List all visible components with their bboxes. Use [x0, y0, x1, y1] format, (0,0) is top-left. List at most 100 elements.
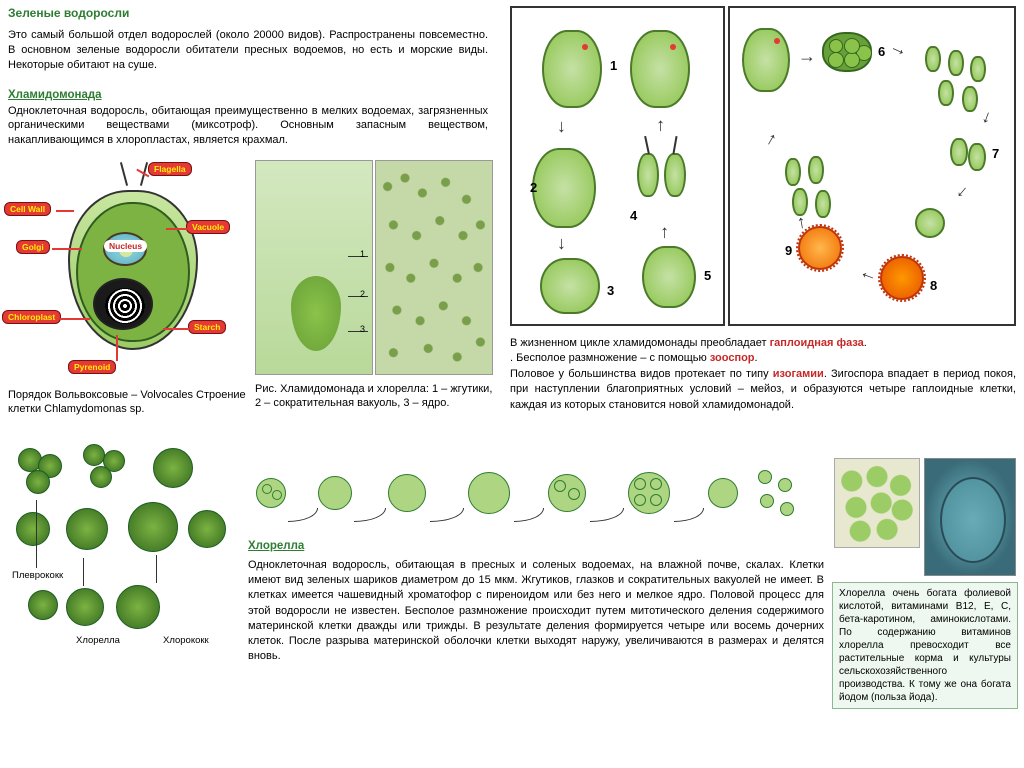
label-flagella: Flagella	[148, 162, 192, 176]
label-pyrenoid: Pyrenoid	[68, 360, 116, 374]
cr-stage	[554, 480, 566, 492]
lc-gamete	[968, 143, 986, 171]
lc-zoospore	[785, 158, 801, 186]
arrow-icon	[288, 508, 318, 522]
label-pleurococcus: Плеврококк	[12, 570, 63, 581]
lc-num: 7	[992, 146, 999, 161]
page: Зеленые водоросли Это самый большой отде…	[0, 0, 1024, 768]
caption-volvocales: Порядок Вольвоксовые – Volvocales Строен…	[8, 388, 248, 417]
colony-cell	[116, 585, 160, 629]
label-vacuole: Vacuole	[186, 220, 230, 234]
cr-stage	[708, 478, 738, 508]
cr-stage	[388, 474, 426, 512]
zygospore-germ-icon	[798, 226, 842, 270]
lc-gamete	[962, 86, 978, 112]
lt-h3: изогамии	[773, 368, 824, 380]
colony-cell	[28, 590, 58, 620]
lc-zoospore	[637, 153, 659, 197]
lc-num: 2	[530, 180, 537, 195]
lc-gamete	[948, 50, 964, 76]
cell-structure-diagram: Flagella Cell Wall Golgi Vacuole Nucleus…	[8, 160, 248, 380]
micro-num-2: 2	[360, 289, 365, 299]
lc-stage	[542, 30, 602, 108]
arrow-icon	[354, 508, 386, 522]
lc-stage	[532, 148, 596, 228]
chlorella-text: Одноклеточная водоросль, обитающая в пре…	[248, 558, 824, 664]
lead-line	[56, 210, 74, 212]
micrograph-chlorella	[375, 160, 493, 375]
lc-stage	[742, 28, 790, 92]
lc-gamete	[925, 46, 941, 72]
arrow-icon: →	[787, 213, 811, 234]
gamete-cluster-icon	[822, 32, 872, 72]
arrow-icon: →	[855, 266, 879, 292]
eyespot-icon	[670, 44, 676, 50]
chlorella-tem-micrograph	[924, 458, 1016, 576]
chlorella-micrograph	[834, 458, 920, 548]
lc-fusion	[915, 208, 945, 238]
cr-stage	[262, 484, 272, 494]
lc-num: 5	[704, 268, 711, 283]
chlamydomonas-text: Одноклеточная водоросль, обитающая преим…	[8, 105, 488, 147]
chlorella-cycle-diagram	[248, 460, 824, 532]
lc-num: 6	[878, 44, 885, 59]
label-chlorococcus: Хлорококк	[163, 635, 209, 646]
lc-stage	[642, 246, 696, 308]
lt-h1: гаплоидная фаза	[770, 337, 864, 349]
lead-line	[60, 318, 90, 320]
chlorella-title: Хлорелла	[248, 540, 304, 552]
lc-num: 3	[607, 283, 614, 298]
arrow-icon	[590, 508, 624, 522]
cr-stage	[650, 494, 662, 506]
arrow-icon: →	[950, 180, 978, 207]
micro-num-1: 1	[360, 249, 365, 259]
lead-line	[36, 500, 37, 568]
caption-micrograph: Рис. Хламидомонада и хлорелла: 1 – жгути…	[255, 382, 493, 411]
lt-p4: Половое у большинства видов протекает по…	[510, 368, 773, 380]
lt-p2a: .	[864, 337, 867, 349]
lt-p2: . Бесполое размножение – с помощью	[510, 352, 710, 364]
cr-stage	[272, 490, 282, 500]
lead-line	[156, 555, 157, 583]
colony-cell	[153, 448, 193, 488]
arrow-icon	[430, 508, 464, 522]
intro-paragraph: Это самый большой отдел водорослей (окол…	[8, 28, 488, 73]
colony-cell	[16, 512, 50, 546]
chloroplast-shape	[93, 278, 153, 330]
arrow-icon: ↓	[557, 233, 566, 254]
lead-line	[166, 228, 188, 230]
colony-cell	[26, 470, 50, 494]
label-nucleus: Nucleus	[104, 240, 147, 252]
cr-stage	[634, 478, 646, 490]
lc-stage	[540, 258, 600, 314]
cr-stage	[548, 474, 586, 512]
cr-stage	[634, 494, 646, 506]
lc-gamete	[938, 80, 954, 106]
flagellum-icon	[644, 136, 649, 154]
colony-cell	[90, 466, 112, 488]
micrograph-cell	[291, 276, 341, 351]
zygospore-icon	[880, 256, 924, 300]
arrow-icon	[514, 508, 544, 522]
cr-stage	[758, 470, 772, 484]
arrow-icon: →	[976, 106, 1002, 130]
lt-h2: зооспор	[710, 352, 755, 364]
eyespot-icon	[774, 38, 780, 44]
label-starch: Starch	[188, 320, 226, 334]
lc-num: 1	[610, 58, 617, 73]
chlorella-note: Хлорелла очень богата фолиевой кислотой,…	[832, 582, 1018, 709]
main-title: Зеленые водоросли	[8, 6, 129, 20]
lt-p3: .	[755, 352, 758, 364]
cr-stage	[568, 488, 580, 500]
label-cellwall: Cell Wall	[4, 202, 51, 216]
colony-micrographs: Плеврококк Хлорелла Хлорококк	[8, 440, 238, 650]
lead-line	[163, 328, 189, 330]
lead-line	[116, 335, 118, 361]
lifecycle-asexual-diagram: 1 ↓ 2 ↓ 3 4 ↓ 5 ↓	[510, 6, 725, 326]
lc-zoospore	[664, 153, 686, 197]
lc-num: 8	[930, 278, 937, 293]
colony-cell	[83, 444, 105, 466]
lead-line	[83, 558, 84, 586]
cr-stage	[468, 472, 510, 514]
lc-num: 9	[785, 243, 792, 258]
